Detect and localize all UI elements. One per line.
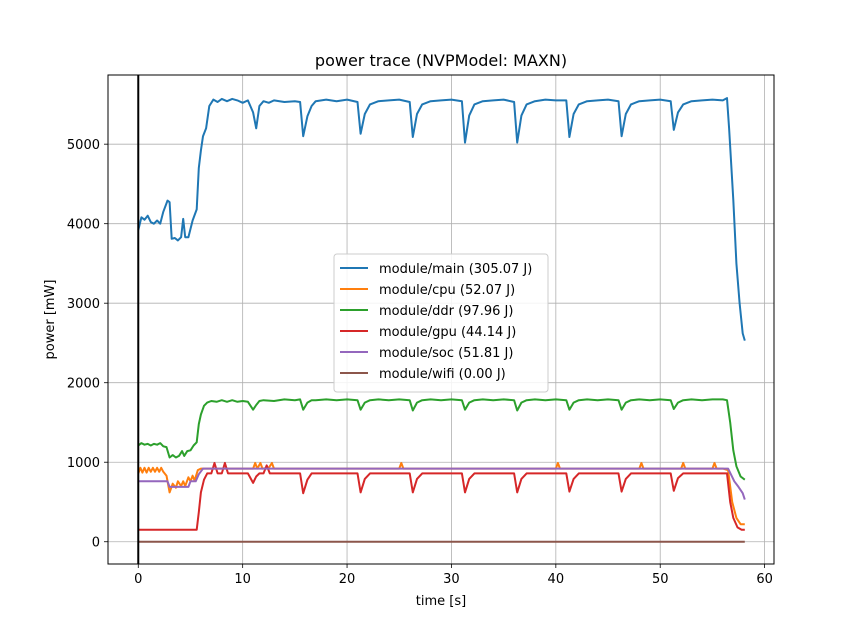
series-line-module-main [137, 97, 746, 341]
legend-entry-label: module/main (305.07 J) [379, 262, 532, 277]
y-tick-label: 1000 [67, 456, 100, 471]
x-tick-label: 0 [134, 572, 142, 587]
legend-entry-label: module/wifi (0.00 J) [379, 367, 506, 382]
y-tick-label: 2000 [67, 377, 100, 392]
series-lines [137, 97, 746, 543]
x-tick-label: 60 [756, 572, 773, 587]
x-tick-label: 20 [339, 572, 356, 587]
legend-box [333, 253, 549, 393]
y-tick-label: 0 [92, 536, 100, 551]
plot-area-frame [107, 74, 775, 565]
axis-ticks: 0 10 20 30 40 50 60 0 1000 2000 3000 4000 5000 [67, 138, 773, 587]
x-tick-label: 40 [548, 572, 565, 587]
series-line-module-ddr [137, 398, 746, 481]
series-line-module-cpu [137, 462, 745, 526]
x-tick-label: 10 [234, 572, 251, 587]
series-line-module-soc [138, 467, 746, 500]
y-tick-label: 5000 [67, 138, 100, 153]
legend-entry-label: module/soc (51.81 J) [379, 346, 513, 361]
y-tick-label: 4000 [67, 218, 100, 233]
legend: module/main (305.07 J) module/cpu (52.07 … [333, 253, 549, 393]
legend-entry-label: module/ddr (97.96 J) [379, 304, 513, 319]
legend-entry-label: module/gpu (44.14 J) [379, 325, 516, 340]
x-axis-label: time [s] [416, 594, 466, 609]
x-tick-label: 30 [443, 572, 460, 587]
x-tick-label: 50 [652, 572, 669, 587]
y-tick-label: 3000 [67, 297, 100, 312]
chart-title: power trace (NVPModel: MAXN) [315, 51, 567, 70]
y-axis-label: power [mW] [43, 280, 58, 360]
legend-entry-label: module/cpu (52.07 J) [379, 283, 515, 298]
